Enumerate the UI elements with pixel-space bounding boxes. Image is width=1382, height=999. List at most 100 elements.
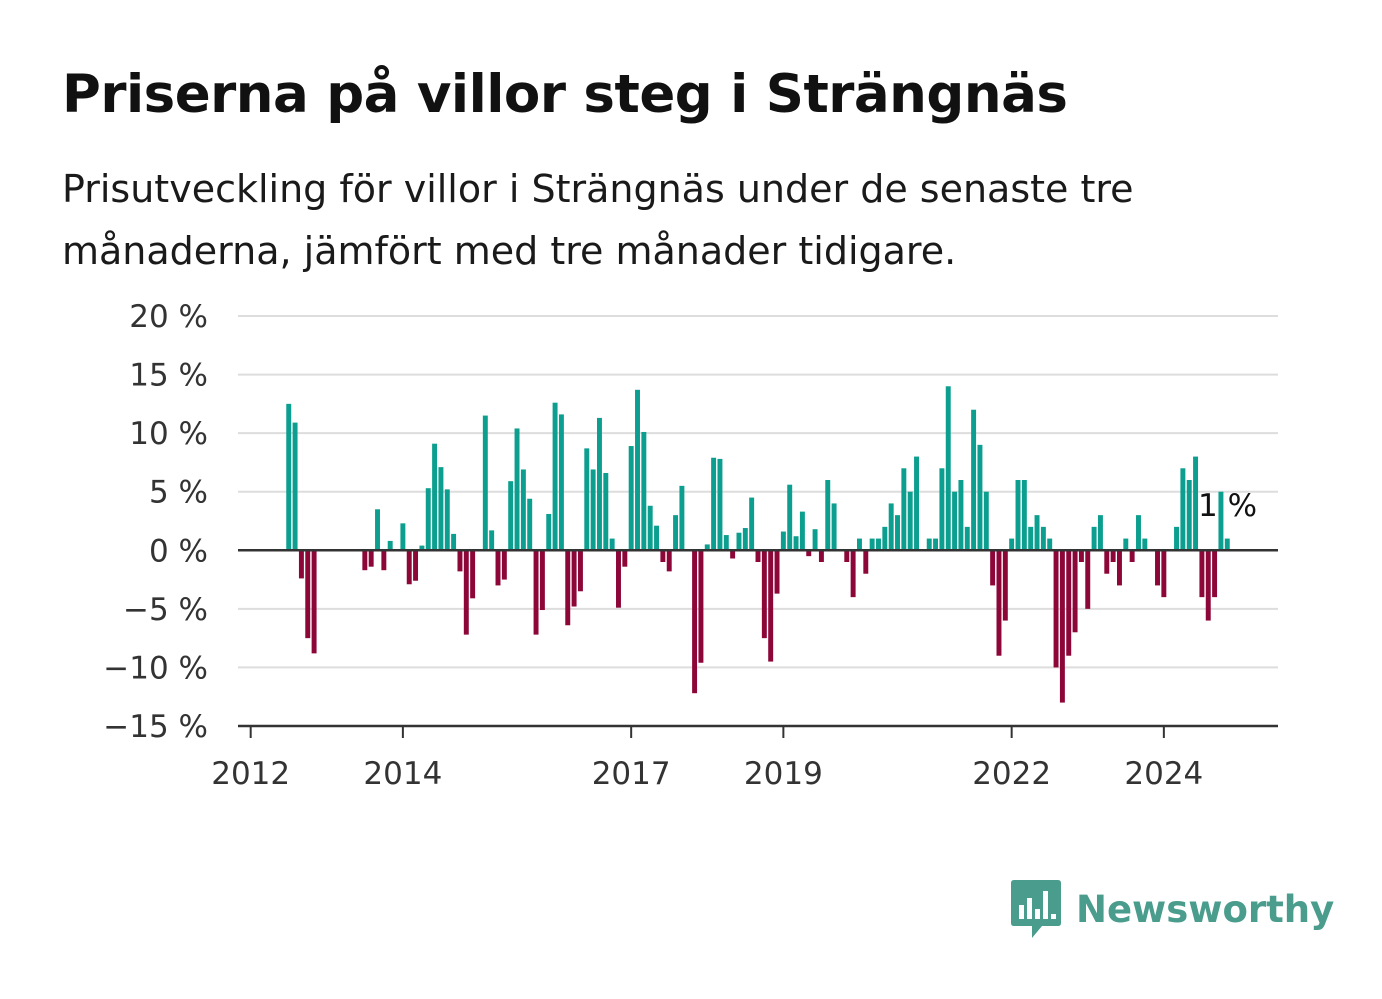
bar	[495, 550, 501, 586]
bar	[831, 503, 837, 551]
bar	[666, 550, 672, 572]
bar	[793, 536, 799, 551]
y-tick-label: −10 %	[103, 650, 208, 686]
bar	[654, 525, 660, 551]
bar	[558, 414, 564, 551]
bar	[635, 389, 640, 551]
bar	[971, 409, 977, 551]
bar	[1193, 456, 1199, 551]
bar	[1028, 526, 1034, 551]
bar	[444, 489, 450, 551]
gridlines	[238, 315, 1278, 669]
bar	[451, 533, 457, 551]
bar	[1224, 538, 1230, 551]
chart-subtitle: Prisutveckling för villor i Strängnäs un…	[62, 167, 1134, 273]
brand-name: Newsworthy	[1076, 887, 1335, 931]
y-tick-label: −5 %	[123, 592, 208, 628]
bar	[362, 550, 368, 571]
bar	[914, 456, 920, 551]
bar	[818, 550, 824, 562]
bar	[876, 538, 881, 551]
newsworthy-logo-icon	[1011, 880, 1061, 938]
bar	[1047, 538, 1053, 551]
bar	[742, 528, 748, 551]
bar	[1053, 550, 1059, 668]
bar	[400, 523, 406, 551]
bar	[825, 480, 831, 551]
bar	[1021, 480, 1027, 551]
bar	[311, 550, 317, 654]
bar	[768, 550, 774, 662]
y-tick-label: 0 %	[149, 533, 208, 569]
bar	[869, 538, 875, 551]
x-tick-label: 2022	[972, 756, 1051, 792]
bar	[292, 422, 298, 551]
bar	[698, 550, 704, 663]
bar	[704, 544, 710, 551]
bar	[1123, 538, 1129, 551]
bar	[1072, 550, 1078, 633]
bar	[584, 448, 590, 551]
bar	[926, 538, 932, 551]
bar	[616, 550, 621, 608]
bar	[977, 444, 983, 551]
x-tick-label: 2014	[363, 756, 442, 792]
bar	[520, 469, 526, 551]
bar	[958, 480, 964, 551]
bar	[368, 550, 374, 567]
bar	[1218, 491, 1224, 551]
bar	[286, 403, 292, 551]
bar	[983, 491, 989, 551]
bar	[571, 550, 577, 607]
y-tick-label: 10 %	[129, 416, 208, 452]
bar	[552, 402, 558, 551]
bar	[527, 498, 533, 551]
bar	[952, 491, 958, 551]
y-tick-label: −15 %	[103, 709, 208, 745]
bar	[577, 550, 583, 592]
bars	[238, 386, 1278, 703]
bar	[641, 431, 647, 551]
bar	[717, 458, 723, 551]
bar	[736, 532, 742, 551]
bar	[628, 446, 634, 551]
bar	[387, 540, 393, 551]
bar	[565, 550, 571, 626]
bar	[1205, 550, 1211, 621]
bar	[850, 550, 856, 598]
y-axis: 20 % 15 % 10 % 5 % 0 % −5 % −10 % −15 %	[103, 299, 208, 745]
bar	[692, 550, 698, 694]
bar	[432, 443, 438, 551]
bar	[1161, 550, 1167, 598]
bar	[996, 550, 1002, 656]
newsworthy-brand: Newsworthy	[1010, 878, 1334, 940]
bar	[1174, 526, 1180, 551]
x-tick-label: 2024	[1124, 756, 1203, 792]
bar	[463, 550, 469, 635]
bar	[723, 535, 729, 551]
bar	[539, 550, 545, 611]
bar	[406, 550, 412, 585]
bar	[939, 468, 945, 551]
bar	[305, 550, 311, 639]
bar	[711, 457, 717, 551]
bar	[419, 545, 425, 551]
bar	[907, 491, 913, 551]
bar	[438, 467, 444, 551]
bar	[609, 538, 615, 551]
bar	[501, 550, 507, 580]
bar	[895, 515, 900, 551]
bar	[1199, 550, 1205, 598]
bar	[844, 550, 850, 562]
bar	[533, 550, 539, 635]
bar	[1091, 526, 1097, 551]
bar	[1142, 538, 1148, 551]
bar	[799, 511, 805, 551]
bar	[806, 550, 812, 557]
bar	[1110, 550, 1116, 562]
bar	[1085, 550, 1091, 609]
bar	[1116, 550, 1122, 586]
bar	[508, 481, 514, 551]
chart-title: Priserna på villor steg i Strängnäs	[62, 64, 1068, 125]
